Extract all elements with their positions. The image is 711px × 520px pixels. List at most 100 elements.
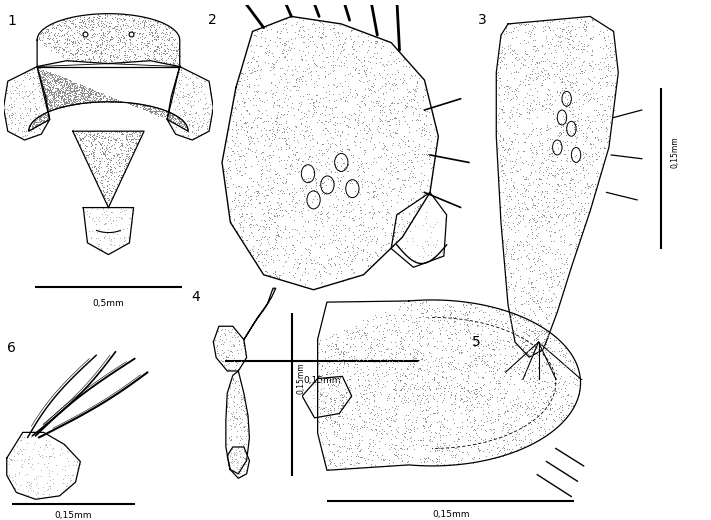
Point — [53, 94, 65, 102]
Point — [541, 396, 552, 404]
Point — [378, 454, 389, 463]
Point — [356, 73, 367, 81]
Point — [107, 97, 118, 105]
Point — [466, 400, 477, 409]
Point — [63, 79, 75, 87]
Point — [117, 130, 129, 138]
Point — [52, 93, 63, 101]
Point — [55, 100, 67, 108]
Point — [292, 258, 303, 266]
Point — [344, 179, 356, 187]
Point — [296, 119, 307, 127]
Point — [538, 50, 550, 58]
Point — [545, 170, 557, 178]
Point — [41, 77, 53, 86]
Point — [396, 430, 407, 438]
Text: 1: 1 — [8, 14, 16, 28]
Point — [138, 105, 149, 113]
Point — [317, 440, 328, 448]
Point — [252, 61, 263, 70]
Point — [254, 236, 265, 244]
Point — [13, 450, 24, 458]
Point — [33, 111, 44, 119]
Point — [97, 33, 108, 41]
Point — [397, 371, 408, 379]
Point — [102, 211, 113, 219]
Point — [323, 405, 334, 413]
Point — [173, 41, 185, 49]
Point — [234, 376, 245, 385]
Point — [395, 344, 406, 352]
Point — [509, 380, 520, 388]
Point — [35, 114, 46, 123]
Point — [18, 433, 30, 441]
Point — [62, 93, 73, 101]
Point — [538, 17, 549, 25]
Point — [81, 96, 92, 105]
Point — [240, 144, 251, 152]
Point — [544, 227, 555, 236]
Point — [487, 341, 498, 349]
Point — [493, 74, 504, 83]
Point — [422, 422, 434, 431]
Point — [534, 331, 545, 340]
Point — [175, 119, 186, 127]
Point — [230, 133, 241, 141]
Point — [30, 103, 41, 112]
Point — [573, 210, 584, 218]
Point — [65, 89, 76, 97]
Point — [213, 352, 225, 360]
Point — [193, 131, 204, 139]
Point — [408, 348, 419, 356]
Point — [594, 110, 605, 119]
Point — [164, 109, 175, 117]
Point — [606, 111, 618, 119]
Point — [12, 447, 23, 456]
Point — [69, 79, 80, 87]
Point — [239, 454, 250, 462]
Point — [131, 102, 142, 110]
Point — [375, 388, 386, 396]
Point — [506, 86, 518, 95]
Point — [225, 409, 237, 417]
Point — [561, 76, 572, 84]
Point — [252, 27, 263, 35]
Point — [179, 111, 191, 119]
Point — [70, 49, 82, 57]
Point — [360, 386, 372, 395]
Point — [190, 82, 201, 90]
Point — [225, 346, 237, 355]
Point — [158, 109, 169, 117]
Point — [314, 252, 325, 261]
Text: 0,15mm: 0,15mm — [432, 510, 469, 518]
Point — [515, 300, 527, 308]
Point — [579, 115, 590, 124]
Point — [385, 196, 396, 204]
Point — [78, 34, 90, 42]
Point — [242, 185, 254, 193]
Point — [77, 89, 89, 97]
Point — [95, 173, 107, 181]
Point — [467, 433, 479, 441]
Point — [133, 136, 144, 144]
Point — [496, 172, 508, 180]
Point — [137, 104, 149, 112]
Point — [63, 101, 74, 110]
Point — [345, 430, 356, 438]
Point — [346, 424, 357, 433]
Point — [259, 198, 270, 206]
Point — [595, 135, 606, 144]
Point — [542, 248, 554, 256]
Point — [331, 373, 343, 382]
Point — [235, 124, 246, 133]
Point — [232, 414, 243, 422]
Point — [41, 96, 52, 104]
Point — [223, 415, 234, 424]
Point — [48, 90, 59, 98]
Point — [146, 31, 158, 40]
Point — [128, 135, 139, 144]
Point — [278, 110, 289, 118]
Point — [566, 263, 577, 271]
Point — [240, 188, 251, 196]
Point — [424, 437, 436, 445]
